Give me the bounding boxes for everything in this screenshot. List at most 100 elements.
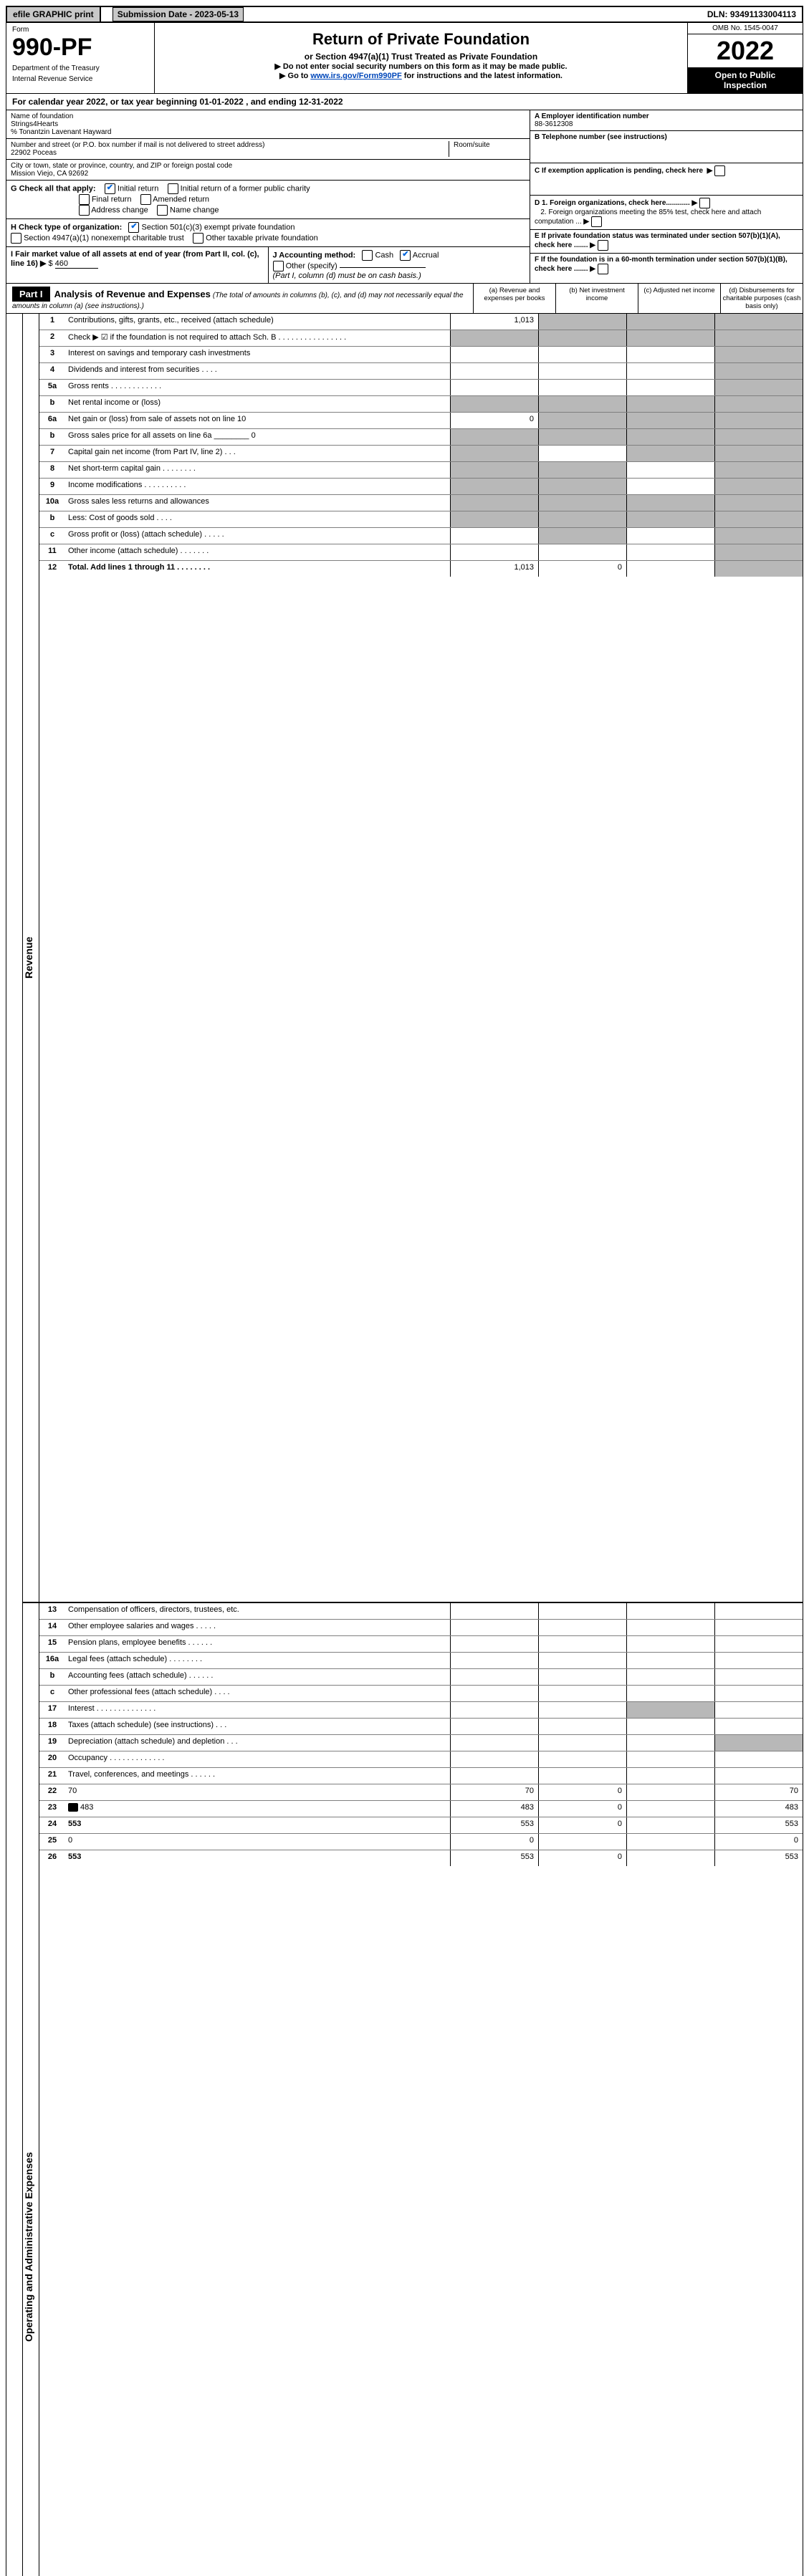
exemption-pending-checkbox[interactable]	[714, 165, 725, 176]
line-description: Travel, conferences, and meetings . . . …	[65, 1768, 450, 1784]
table-row: 17 Interest . . . . . . . . . . . . . .	[39, 1702, 803, 1719]
accrual-checkbox[interactable]	[400, 250, 411, 261]
top-bar: efile GRAPHIC print Submission Date - 20…	[6, 6, 803, 23]
section-h: H Check type of organization: Section 50…	[6, 219, 530, 247]
60-month-checkbox[interactable]	[598, 264, 608, 274]
col-b-cell	[538, 1702, 626, 1718]
col-d-cell	[714, 1702, 803, 1718]
col-d-cell: 70	[714, 1784, 803, 1800]
foreign-85-checkbox[interactable]	[591, 216, 602, 227]
col-b-cell: 0	[538, 1801, 626, 1817]
line-description: Less: Cost of goods sold . . . .	[65, 511, 450, 527]
foreign-org-checkbox[interactable]	[699, 198, 710, 208]
line-number: 3	[39, 347, 65, 362]
col-d-cell	[714, 363, 803, 379]
e-label: E If private foundation status was termi…	[535, 232, 780, 249]
line-number: 4	[39, 363, 65, 379]
table-row: 20 Occupancy . . . . . . . . . . . . .	[39, 1751, 803, 1768]
amended-return-checkbox[interactable]	[140, 194, 151, 205]
col-d-cell	[714, 330, 803, 346]
line-number: 12	[39, 561, 65, 577]
calendar-year-line: For calendar year 2022, or tax year begi…	[6, 94, 803, 110]
col-a-cell: 483	[450, 1801, 538, 1817]
col-a-cell	[450, 1669, 538, 1685]
col-b-cell	[538, 363, 626, 379]
line-number: 17	[39, 1702, 65, 1718]
line-description: Net gain or (loss) from sale of assets n…	[65, 413, 450, 428]
other-taxable-checkbox[interactable]	[193, 233, 204, 244]
part1-table: Revenue 1 Contributions, gifts, grants, …	[6, 314, 803, 2576]
line-number: 16a	[39, 1653, 65, 1668]
line-description: Legal fees (attach schedule) . . . . . .…	[65, 1653, 450, 1668]
col-c-cell	[626, 1751, 714, 1767]
col-a-cell	[450, 1603, 538, 1619]
foundation-name: Strings4Hearts	[11, 120, 525, 128]
name-label: Name of foundation	[11, 112, 525, 120]
status-terminated-checkbox[interactable]	[598, 240, 608, 251]
col-a-cell	[450, 347, 538, 362]
501c3-checkbox[interactable]	[128, 222, 139, 233]
dln: DLN: 93491133004113	[702, 7, 802, 21]
instructions-link[interactable]: www.irs.gov/Form990PF	[310, 72, 401, 80]
col-c-cell	[626, 380, 714, 395]
table-row: b Gross sales price for all assets on li…	[39, 429, 803, 446]
4947-checkbox[interactable]	[11, 233, 21, 244]
table-row: 9 Income modifications . . . . . . . . .…	[39, 479, 803, 495]
line-number: 24	[39, 1817, 65, 1833]
col-b-cell: 0	[538, 1850, 626, 1866]
address-label: Number and street (or P.O. box number if…	[11, 141, 449, 149]
line-description: Contributions, gifts, grants, etc., rece…	[65, 314, 450, 330]
table-row: 21 Travel, conferences, and meetings . .…	[39, 1768, 803, 1784]
col-d-cell: 553	[714, 1850, 803, 1866]
col-d-cell	[714, 1751, 803, 1767]
col-b-cell	[538, 446, 626, 461]
col-b-cell	[538, 1603, 626, 1619]
final-return-checkbox[interactable]	[79, 194, 90, 205]
col-a-cell	[450, 544, 538, 560]
line-description: Other employee salaries and wages . . . …	[65, 1620, 450, 1635]
col-d-cell	[714, 314, 803, 330]
col-b-cell	[538, 314, 626, 330]
line-description: 483	[65, 1801, 450, 1817]
col-d-cell	[714, 495, 803, 511]
col-d-cell	[714, 544, 803, 560]
col-c-cell	[626, 561, 714, 577]
col-a-header: (a) Revenue and expenses per books	[473, 284, 555, 313]
line-number: 5a	[39, 380, 65, 395]
col-d-cell: 553	[714, 1817, 803, 1833]
line-number: 18	[39, 1719, 65, 1734]
line-number: 26	[39, 1850, 65, 1866]
d1-label: D 1. Foreign organizations, check here..…	[535, 199, 690, 207]
address-change-checkbox[interactable]	[79, 205, 90, 216]
phone-label: B Telephone number (see instructions)	[535, 133, 667, 141]
line-number: b	[39, 429, 65, 445]
col-d-header: (d) Disbursements for charitable purpose…	[720, 284, 803, 313]
name-change-checkbox[interactable]	[157, 205, 168, 216]
col-c-cell	[626, 1850, 714, 1866]
efile-print-button[interactable]: efile GRAPHIC print	[7, 7, 101, 21]
other-method-checkbox[interactable]	[273, 261, 284, 271]
entity-info: Name of foundation Strings4Hearts % Tona…	[6, 110, 803, 284]
col-c-cell	[626, 511, 714, 527]
line-number: 22	[39, 1784, 65, 1800]
col-a-cell	[450, 1735, 538, 1751]
col-b-cell	[538, 380, 626, 395]
initial-former-checkbox[interactable]	[168, 183, 178, 194]
col-a-cell	[450, 1751, 538, 1767]
form-title: Return of Private Foundation	[159, 30, 683, 49]
line-description: Gross rents . . . . . . . . . . . .	[65, 380, 450, 395]
line-description: Check ▶ ☑ if the foundation is not requi…	[65, 330, 450, 346]
initial-return-checkbox[interactable]	[105, 183, 115, 194]
table-row: 2 Check ▶ ☑ if the foundation is not req…	[39, 330, 803, 347]
cash-checkbox[interactable]	[362, 250, 373, 261]
table-row: 8 Net short-term capital gain . . . . . …	[39, 462, 803, 479]
f-label: F If the foundation is in a 60-month ter…	[535, 256, 788, 273]
table-row: 23 483 483 0 483	[39, 1801, 803, 1817]
attachment-icon[interactable]	[68, 1803, 78, 1812]
line-description: Occupancy . . . . . . . . . . . . .	[65, 1751, 450, 1767]
table-row: 18 Taxes (attach schedule) (see instruct…	[39, 1719, 803, 1735]
part1-title: Analysis of Revenue and Expenses	[54, 289, 211, 299]
line-description: Interest on savings and temporary cash i…	[65, 347, 450, 362]
instructions-line: ▶ Go to www.irs.gov/Form990PF for instru…	[159, 71, 683, 80]
line-number: b	[39, 396, 65, 412]
